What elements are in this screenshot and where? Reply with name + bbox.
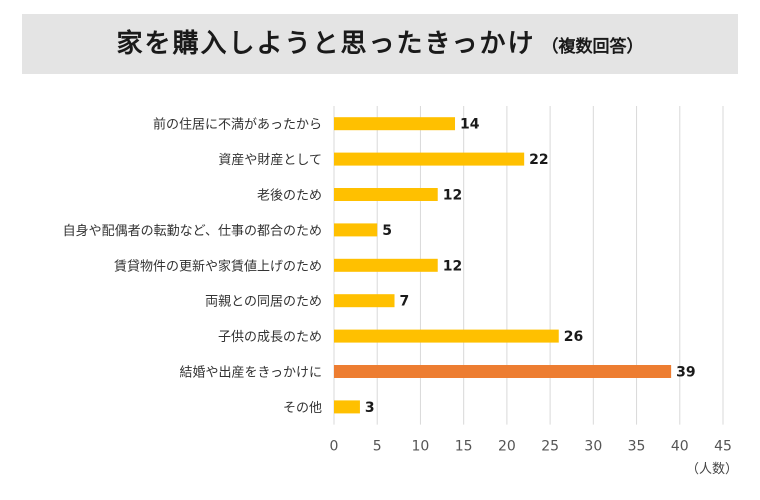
x-tick-label: 40 [671, 439, 689, 455]
value-label: 12 [443, 188, 462, 204]
chart-subtitle: （複数回答） [541, 37, 644, 57]
bar [334, 152, 525, 166]
x-tick-label: 45 [714, 439, 732, 455]
bar [334, 400, 360, 414]
x-tick-label: 25 [541, 439, 559, 455]
value-label: 12 [443, 258, 462, 274]
category-label: 自身や配偶者の転勤など、仕事の都合のため [63, 223, 322, 239]
bar [334, 188, 438, 201]
x-tick-label: 20 [498, 439, 516, 455]
bar [334, 294, 395, 308]
value-label: 39 [676, 365, 695, 381]
category-label: 両親との同居のため [205, 295, 322, 310]
x-axis-unit-label: （人数） [686, 462, 739, 477]
chart-title-wrap: 家を購入しようと思ったきっかけ （複数回答） [22, 14, 738, 74]
category-label: 子供の成長のため [218, 330, 322, 345]
bar [334, 365, 672, 378]
bar [334, 329, 559, 343]
category-label: 資産や財産として [218, 152, 322, 168]
value-label: 5 [382, 223, 392, 239]
category-label: 賃貸物件の更新や家賃値上げのため [114, 258, 322, 274]
x-tick-label: 5 [373, 439, 382, 455]
x-tick-label: 30 [584, 439, 602, 455]
x-tick-label: 35 [628, 439, 646, 455]
bar [334, 258, 438, 272]
category-label: その他 [283, 401, 322, 416]
value-label: 26 [564, 329, 583, 345]
chart-title: 家を購入しようと思ったきっかけ [116, 29, 536, 59]
value-label: 14 [460, 117, 480, 133]
title-bar: 家を購入しようと思ったきっかけ （複数回答） [22, 14, 738, 74]
x-tick-label: 10 [412, 439, 430, 455]
bar [334, 223, 378, 237]
x-tick-label: 0 [330, 439, 339, 455]
value-label: 7 [400, 294, 410, 310]
value-label: 22 [529, 152, 548, 168]
category-label: 老後のため [257, 189, 322, 204]
category-label: 前の住居に不満があったから [153, 117, 322, 133]
bar [334, 117, 456, 131]
value-label: 3 [365, 400, 375, 416]
x-tick-label: 15 [455, 439, 473, 455]
category-label: 結婚や出産をきっかけに [180, 365, 322, 381]
